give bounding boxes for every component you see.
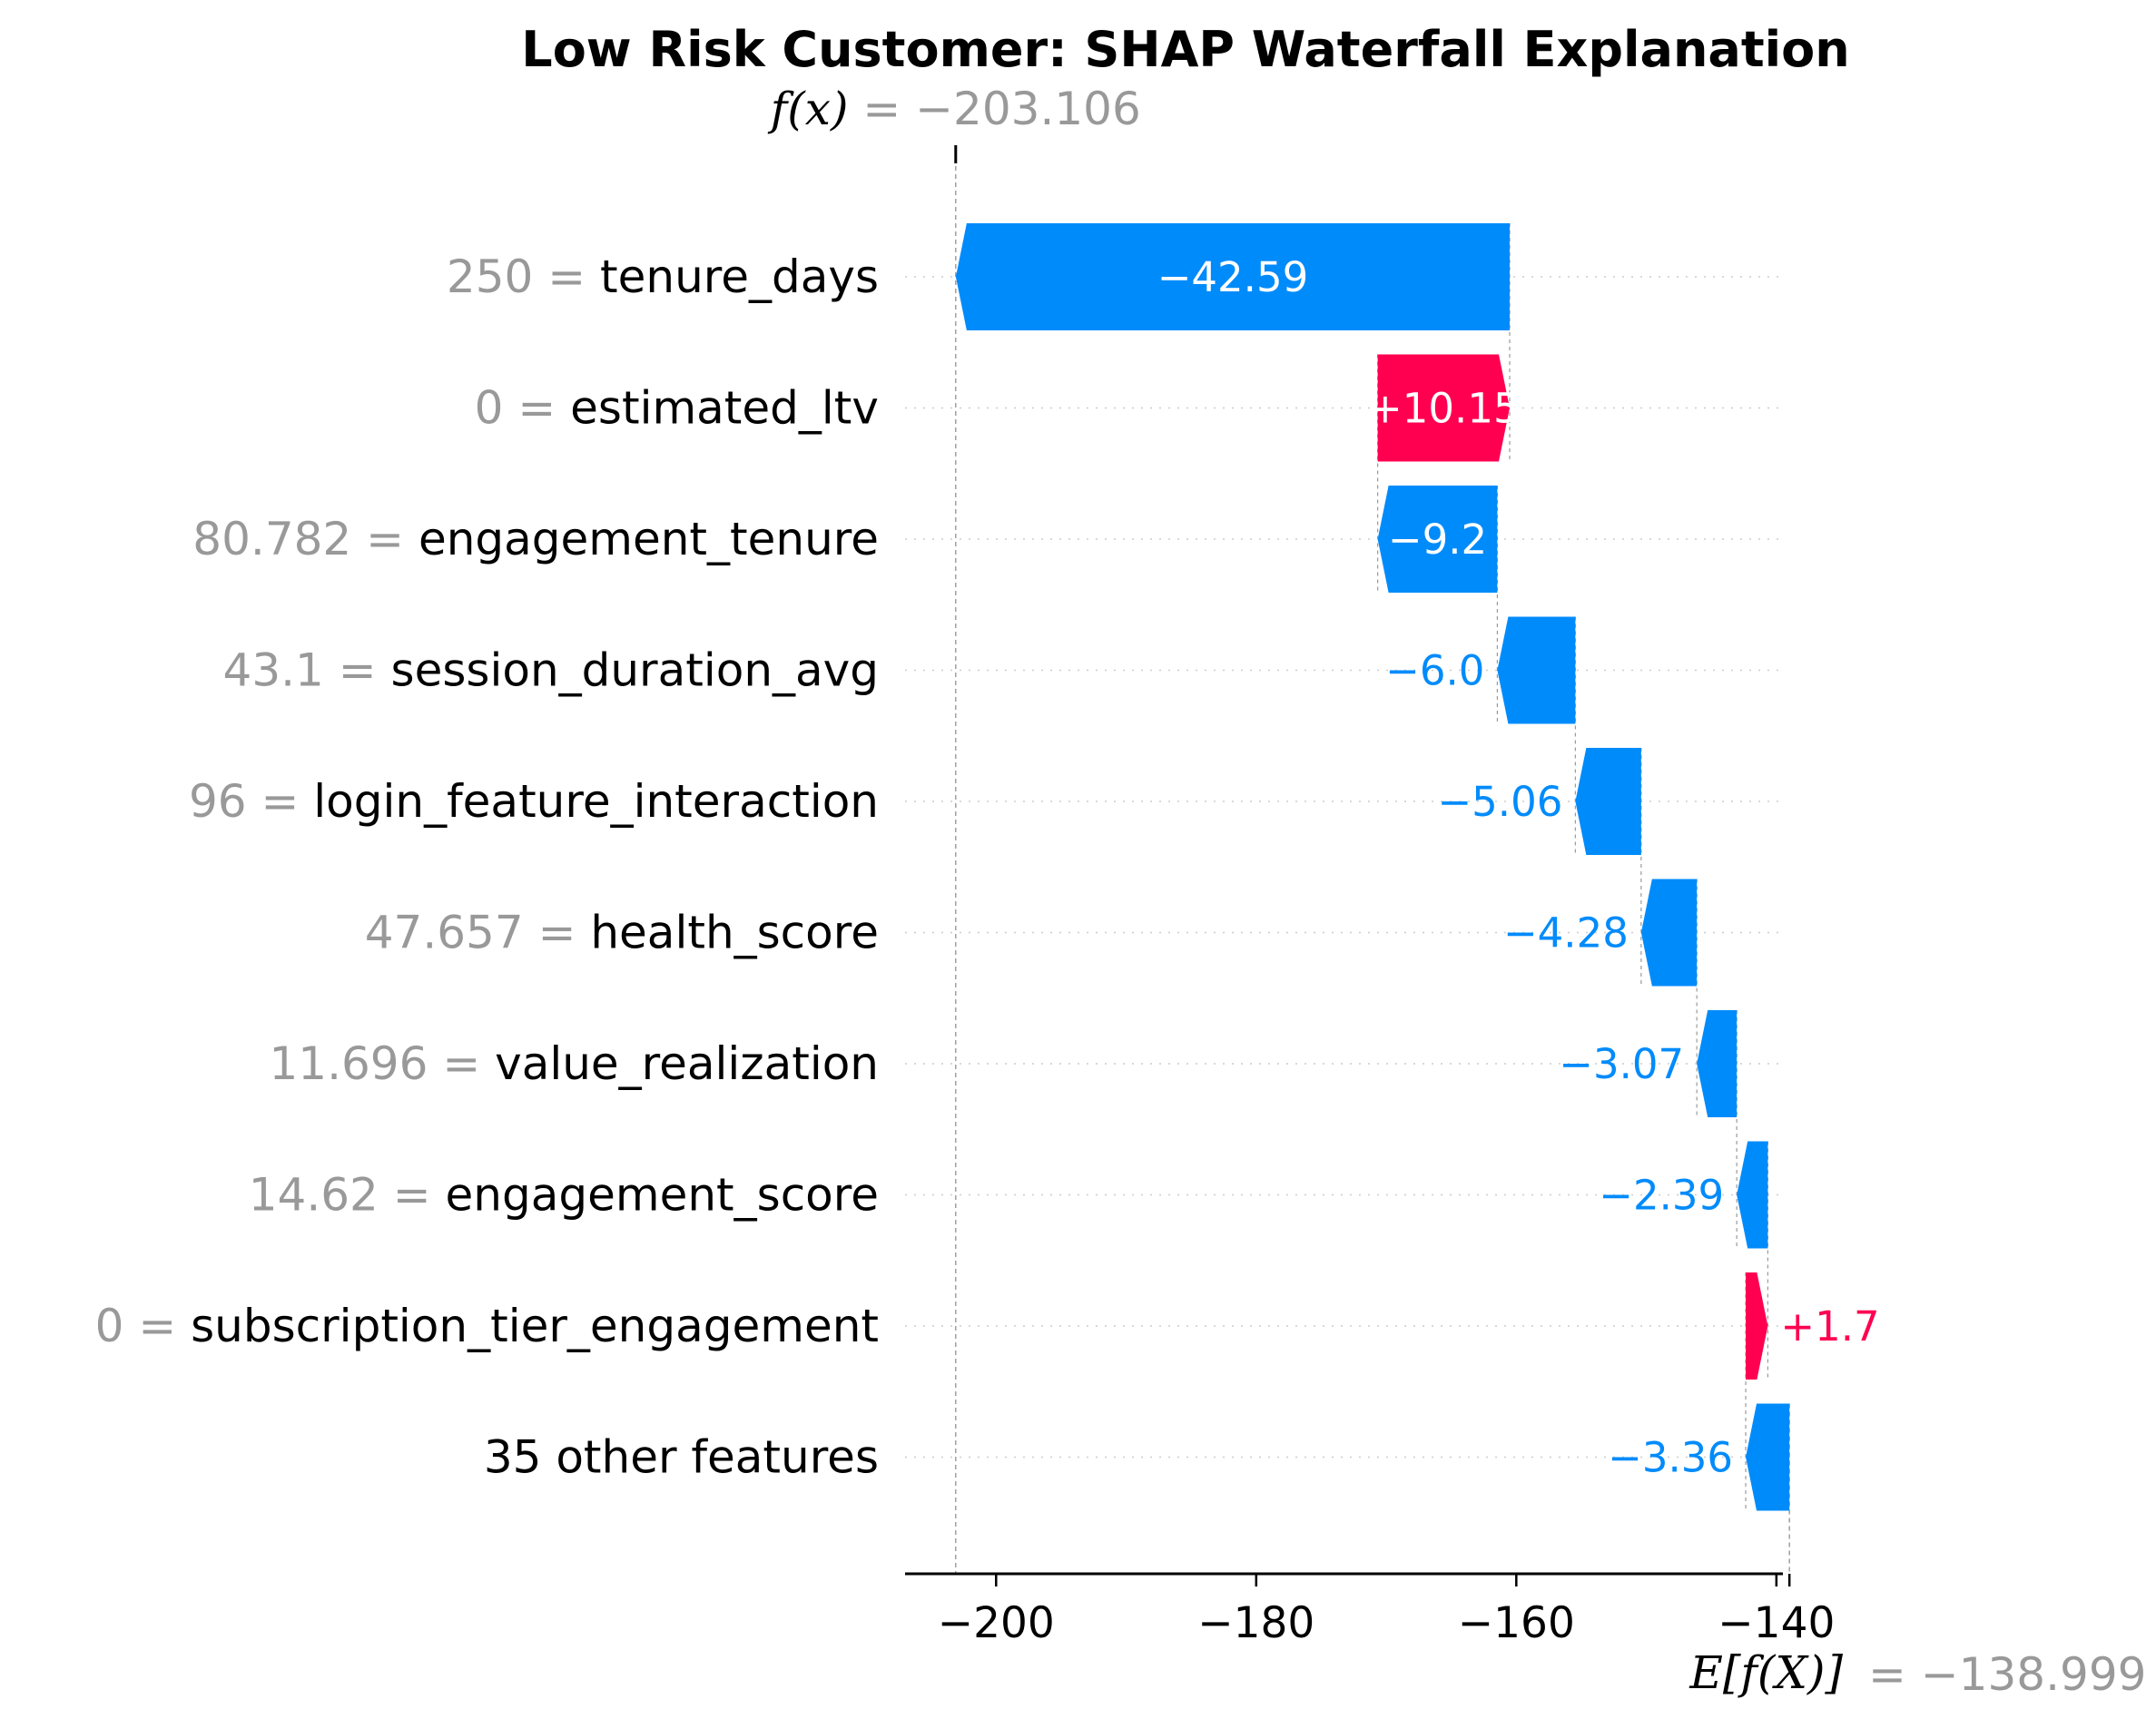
feature-label: 11.696 = value_realization	[269, 1037, 879, 1090]
feature-name: engagement_score	[446, 1169, 879, 1222]
feature-value: 80.782 =	[192, 513, 418, 565]
feature-name: subscription_tier_engagement	[191, 1300, 879, 1352]
bar-login_feature_interaction	[1575, 748, 1641, 855]
feature-name: session_duration_avg	[391, 644, 879, 697]
bar-value-label: −3.07	[1559, 1040, 1684, 1088]
feature-value: 47.657 =	[365, 907, 591, 959]
bar-health_score	[1640, 879, 1698, 987]
bar-value-label: −4.28	[1503, 909, 1629, 958]
feature-label: 250 = tenure_days	[447, 250, 879, 303]
feature-name: health_score	[590, 907, 879, 959]
feature-value: 14.62 =	[249, 1169, 446, 1222]
feature-label: 0 = estimated_ltv	[475, 382, 879, 435]
feature-name: value_realization	[495, 1037, 879, 1090]
bar-value-label: −6.0	[1385, 647, 1484, 695]
x-tick-label: −200	[938, 1598, 1055, 1648]
bar-session_duration_avg	[1497, 616, 1576, 724]
bar-tenure_days	[955, 223, 1511, 330]
feature-label: 80.782 = engagement_tenure	[192, 513, 879, 565]
feature-label: 96 = login_feature_interaction	[189, 775, 879, 828]
x-tick-label: −180	[1197, 1598, 1314, 1648]
feature-value: 0 =	[95, 1300, 192, 1352]
bar-value-label: −2.39	[1599, 1172, 1724, 1220]
bar-value_realization	[1697, 1010, 1738, 1117]
bar-value-label: +1.7	[1780, 1302, 1879, 1351]
bar-engagement_score	[1737, 1141, 1768, 1249]
bar-value-label: −5.06	[1437, 778, 1562, 826]
feature-name: 35 other features	[484, 1431, 879, 1484]
feature-label: 0 = subscription_tier_engagement	[95, 1300, 879, 1352]
feature-label: 14.62 = engagement_score	[249, 1169, 879, 1222]
feature-value: 43.1 =	[223, 644, 391, 697]
base-label: E[f(X)]	[1688, 1646, 1843, 1699]
x-tick-label: −140	[1718, 1598, 1835, 1648]
x-tick-label: −160	[1458, 1598, 1575, 1648]
feature-label: 35 other features	[484, 1431, 879, 1484]
fx-value: = −203.106	[862, 83, 1140, 135]
feature-label: 47.657 = health_score	[365, 907, 879, 959]
feature-name: tenure_days	[600, 250, 879, 303]
base-value: = −138.999	[1868, 1648, 2146, 1701]
feature-name: estimated_ltv	[570, 382, 879, 435]
fx-label: f(x)	[767, 83, 863, 135]
feature-value: 0 =	[475, 382, 571, 435]
bar-value-label: −9.2	[1388, 516, 1487, 564]
feature-label: 43.1 = session_duration_avg	[223, 644, 879, 697]
bar-value-label: −3.36	[1608, 1434, 1733, 1482]
feature-value: 250 =	[447, 250, 600, 303]
feature-value: 96 =	[189, 775, 313, 828]
chart-title: Low Risk Customer: SHAP Waterfall Explan…	[521, 21, 1849, 78]
bar-engagement_tenure	[1377, 486, 1498, 593]
bar-value-label: +10.15	[1368, 385, 1520, 433]
feature-name: engagement_tenure	[418, 513, 879, 565]
fx-annotation: f(x) = −203.106	[767, 83, 1141, 135]
feature-value: 11.696 =	[269, 1037, 495, 1090]
bar-35-other-features	[1746, 1403, 1790, 1511]
bar-value-label: −42.59	[1157, 253, 1309, 301]
bar-subscription_tier_engagement	[1746, 1272, 1768, 1380]
feature-name: login_feature_interaction	[313, 775, 879, 828]
bar-estimated_ltv	[1377, 354, 1511, 462]
